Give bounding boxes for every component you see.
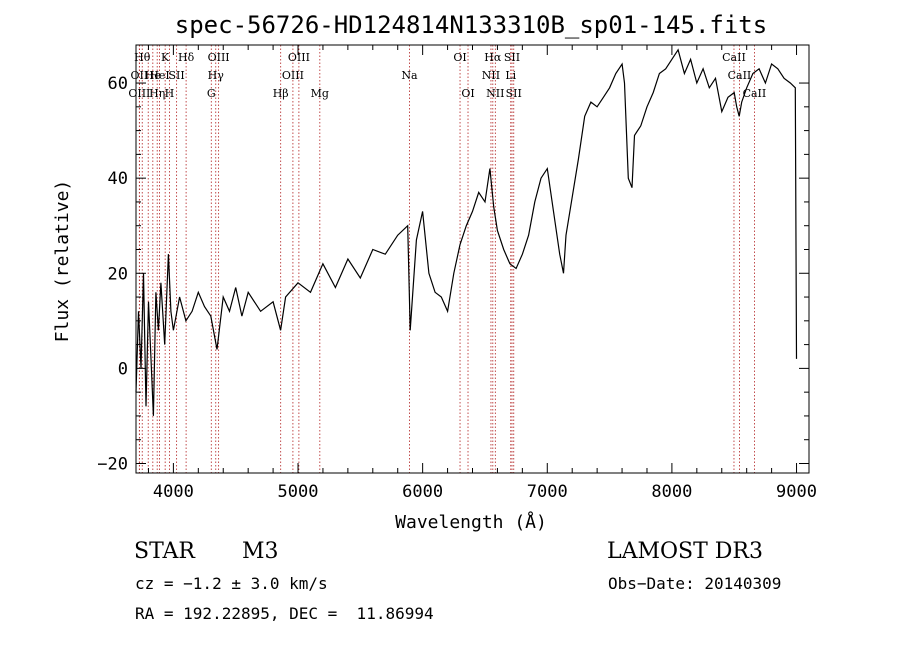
line-marker-label: He [145,69,161,82]
y-tick-label: −20 [97,454,128,474]
object-subclass: M3 [242,539,279,564]
line-marker-label: Hβ [273,87,289,100]
spectral-line-markers [138,45,755,473]
line-marker-label: OIII [208,51,230,64]
spectral-line-labels: Hθ OII OIII He Hη K HeI H SII Hδ G Hγ OIII Hβ OIII OIII… [128,51,766,100]
x-tick-label: 4000 [153,482,194,502]
line-marker-label: CaII [743,87,767,100]
line-marker-label: CaII [728,69,752,82]
y-axis-label: Flux (relative) [52,180,73,343]
line-marker-label: SII [506,87,522,100]
x-tick-label: 6000 [402,482,443,502]
chart-title: spec-56726-HD124814N133310B_sp01-145.fit… [175,11,767,39]
line-marker-label: OI [461,87,474,100]
line-marker-label: Hα [484,51,502,64]
line-marker-label: Hδ [178,51,195,64]
line-marker-label: NII [482,69,500,82]
x-axis-label: Wavelength (Å) [395,511,547,533]
y-tick-label: 40 [108,169,128,189]
survey-name: LAMOST DR3 [607,539,763,564]
obs-date: Obs−Date: 20140309 [608,574,782,593]
plot-frame [135,44,810,474]
x-tick-label: 7000 [527,482,568,502]
line-marker-label: NII [486,87,504,100]
line-marker-label: Li [505,69,516,82]
line-marker-label: OIII [128,87,150,100]
y-axis-ticks: −20 0 20 40 60 [97,74,809,474]
line-marker-label: H [165,87,175,100]
line-marker-label: SII [504,51,520,64]
line-marker-label: OII [131,69,149,82]
line-marker-label: Na [401,69,418,82]
line-marker-label: CaII [722,51,746,64]
line-marker-label: Hθ [134,51,151,64]
line-marker-label: OI [453,51,466,64]
y-tick-label: 60 [108,74,128,94]
y-tick-label: 0 [118,359,128,379]
redshift-cz: cz = −1.2 ± 3.0 km/s [135,574,328,593]
x-tick-label: 8000 [651,482,692,502]
object-class: STAR [134,539,195,564]
line-marker-label: OIII [282,69,304,82]
x-tick-label: 9000 [776,482,817,502]
line-marker-label: K [161,51,170,64]
x-tick-label: 5000 [278,482,319,502]
line-marker-label: Hγ [208,69,225,82]
line-marker-label: Hη [149,87,165,100]
flux-line [135,48,798,416]
line-marker-label: Mg [311,87,329,100]
x-axis-ticks: 4000 5000 6000 7000 8000 9000 [147,45,817,502]
line-marker-label: OIII [288,51,310,64]
y-tick-label: 20 [108,264,128,284]
line-marker-label: HeI [149,69,169,82]
line-marker-label: SII [169,69,185,82]
coordinates: RA = 192.22895, DEC = 11.86994 [135,604,434,623]
line-marker-label: G [207,87,216,100]
